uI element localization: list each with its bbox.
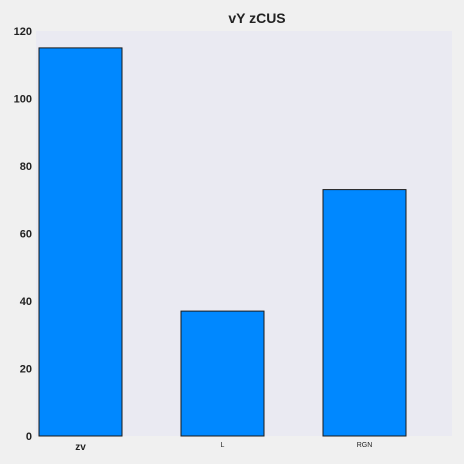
x-tick-label: zv [75,442,86,453]
bar-RGN [322,189,407,437]
y-tick-label: 40 [20,296,32,308]
x-tick-label: RGN [357,442,373,449]
bars-group [38,47,407,437]
y-tick-label: 60 [20,229,32,241]
bar-L [180,310,265,437]
y-tick-label: 0 [26,431,32,443]
y-tick-label: 80 [20,161,32,173]
chart-title: vY zCUS [228,10,285,26]
y-tick-label: 120 [14,26,32,38]
bar-zv [38,47,123,437]
y-axis: 0 20 40 60 80 100 120 [14,26,32,443]
x-axis: zv L RGN [75,442,372,453]
y-tick-label: 20 [20,364,32,376]
y-tick-label: 100 [14,94,32,106]
x-tick-label: L [221,442,225,449]
